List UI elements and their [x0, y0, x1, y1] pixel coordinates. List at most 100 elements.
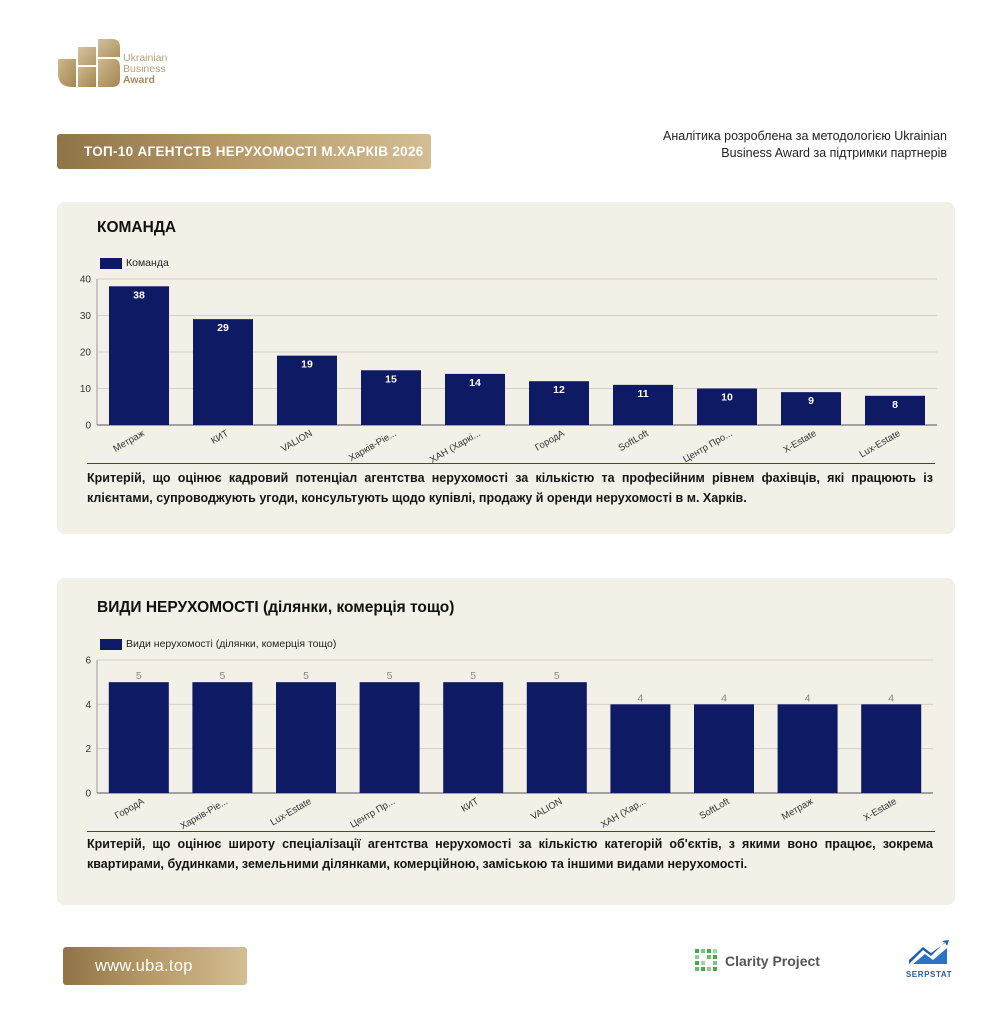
team-category-label: Lux-Estate: [858, 428, 903, 460]
team-data-label: 11: [637, 388, 648, 400]
property-types-bar: [694, 704, 754, 793]
team-data-label: 29: [217, 322, 229, 334]
property-types-category-label: Lux-Estate: [269, 796, 314, 828]
team-category-label: X-Estate: [781, 428, 818, 456]
property-types-y-tick-label: 2: [85, 744, 91, 755]
team-data-label: 9: [808, 395, 814, 407]
team-y-tick-label: 0: [85, 421, 91, 432]
property-types-bar-chart: 0 2 4 6 5 ГородА 5 Харків-Ріе... 5 Lux-Estate 5 Цен…: [85, 656, 933, 832]
team-chart-title: КОМАНДА: [97, 219, 177, 236]
analytics-note-line2: Business Award за підтримки партнерів: [721, 146, 947, 160]
clarity-project-icon: [695, 949, 717, 971]
property-types-bar: [108, 682, 169, 793]
team-y-tick-label: 10: [80, 384, 92, 395]
website-link[interactable]: www.uba.top: [63, 947, 247, 985]
property-types-divider: [87, 831, 935, 832]
property-types-data-label: 4: [888, 692, 894, 704]
team-legend-swatch: [100, 257, 122, 269]
property-types-bar: [610, 704, 671, 793]
team-data-label: 8: [892, 399, 898, 411]
team-category-label: ХАН (Харкі...: [428, 428, 482, 464]
team-bar: [361, 370, 421, 425]
property-types-y-tick-label: 4: [85, 700, 91, 711]
property-types-chart-card: ВИДИ НЕРУХОМОСТІ (ділянки, комерція тощо…: [57, 578, 955, 905]
team-y-tick-label: 20: [80, 348, 92, 359]
team-y-tick-label: 30: [80, 311, 92, 322]
property-types-bar: [861, 704, 922, 793]
property-types-category-label: ГородА: [113, 796, 147, 822]
team-y-tick-label: 40: [80, 275, 92, 286]
team-chart-legend: Команда: [100, 257, 169, 269]
property-types-category-label: ХАН (Хар...: [599, 796, 648, 831]
team-data-label: 10: [721, 392, 733, 404]
property-types-category-label: Центр Пр...: [348, 796, 397, 830]
team-bar-chart: 0 10 20 30 40 38 Метраж 29 КИТ 19 VALION 15 Харків-Р…: [80, 275, 937, 464]
team-bar: [277, 355, 337, 425]
property-types-chart-legend: Види нерухомості (ділянки, комерція тощо…: [100, 638, 336, 650]
property-types-y-tick-label: 6: [85, 656, 91, 667]
team-bar: [193, 319, 253, 425]
property-types-category-label: Харків-Ріе...: [178, 796, 229, 832]
analytics-note-line1: Аналітика розроблена за методологією Ukr…: [663, 129, 947, 143]
clarity-project-logo: Clarity Project: [694, 948, 820, 974]
property-types-criterion-description: Критерій, що оцінює широту спеціалізації…: [87, 837, 933, 871]
team-category-label: Харків-Ріе...: [347, 428, 398, 464]
analytics-note: Аналітика розроблена за методологією Ukr…: [627, 128, 947, 162]
property-types-category-label: Метраж: [780, 796, 816, 823]
logo-text-line3: Award: [123, 74, 155, 86]
property-types-category-label: КИТ: [459, 796, 480, 815]
serpstat-icon: [909, 940, 949, 964]
team-data-label: 14: [469, 377, 481, 389]
property-types-data-label: 5: [303, 670, 309, 682]
team-bar: [697, 388, 757, 425]
property-types-legend-label: Види нерухомості (ділянки, комерція тощо…: [126, 638, 337, 650]
property-types-category-label: SoftLoft: [698, 796, 732, 822]
team-bar: [109, 286, 169, 425]
team-bar: [613, 384, 673, 425]
logo-text-line1: Ukrainian: [123, 52, 168, 64]
team-bar: [529, 381, 589, 425]
property-types-data-label: 5: [554, 670, 560, 682]
property-types-bar: [777, 704, 838, 793]
team-category-label: VALION: [279, 428, 314, 455]
team-category-label: КИТ: [209, 428, 230, 447]
team-data-label: 15: [385, 373, 397, 385]
team-bar: [445, 373, 505, 425]
ukrainian-business-award-logo: Ukrainian Business Award: [56, 37, 196, 93]
property-types-data-label: 5: [136, 670, 142, 682]
team-divider: [87, 463, 935, 464]
property-types-bar: [276, 682, 336, 793]
team-criterion-description: Критерій, що оцінює кадровий потенціал а…: [87, 471, 933, 505]
property-types-data-label: 5: [470, 670, 476, 682]
property-types-bar: [526, 682, 587, 793]
property-types-y-tick-label: 0: [85, 789, 91, 800]
property-types-category-label: X-Estate: [862, 796, 899, 824]
property-types-data-label: 4: [637, 692, 643, 704]
team-category-label: Центр Про...: [681, 428, 734, 464]
property-types-data-label: 5: [219, 670, 225, 682]
page-title-banner: ТОП-10 АГЕНТСТВ НЕРУХОМОСТІ М.ХАРКІВ 202…: [57, 134, 431, 169]
partners-logos: Clarity Project SERPSTAT: [694, 938, 954, 988]
serpstat-label: SERPSTAT: [905, 970, 953, 979]
property-types-data-label: 4: [721, 692, 727, 704]
team-legend-label: Команда: [126, 257, 169, 269]
property-types-chart-title: ВИДИ НЕРУХОМОСТІ (ділянки, комерція тощо…: [97, 599, 455, 616]
team-chart-card: КОМАНДА Команда 0 10 20 30 40 38 Метраж 29 КИТ 19…: [57, 202, 955, 534]
team-data-label: 38: [133, 289, 145, 301]
property-types-bar: [359, 682, 420, 793]
property-types-data-label: 4: [805, 692, 811, 704]
serpstat-logo: SERPSTAT: [904, 938, 954, 979]
team-data-label: 12: [553, 384, 565, 396]
uba-logo-mark-icon: [58, 39, 120, 87]
property-types-bar: [192, 682, 253, 793]
property-types-legend-swatch: [100, 638, 122, 650]
team-category-label: ГородА: [533, 428, 567, 454]
team-data-label: 19: [301, 359, 313, 371]
team-category-label: SoftLoft: [617, 428, 651, 454]
team-category-label: Метраж: [111, 428, 147, 455]
logo-text-line2: Business: [123, 63, 166, 75]
team-bar: [781, 392, 841, 425]
team-bar: [865, 395, 925, 425]
property-types-bar: [443, 682, 504, 793]
property-types-category-label: VALION: [529, 796, 564, 823]
